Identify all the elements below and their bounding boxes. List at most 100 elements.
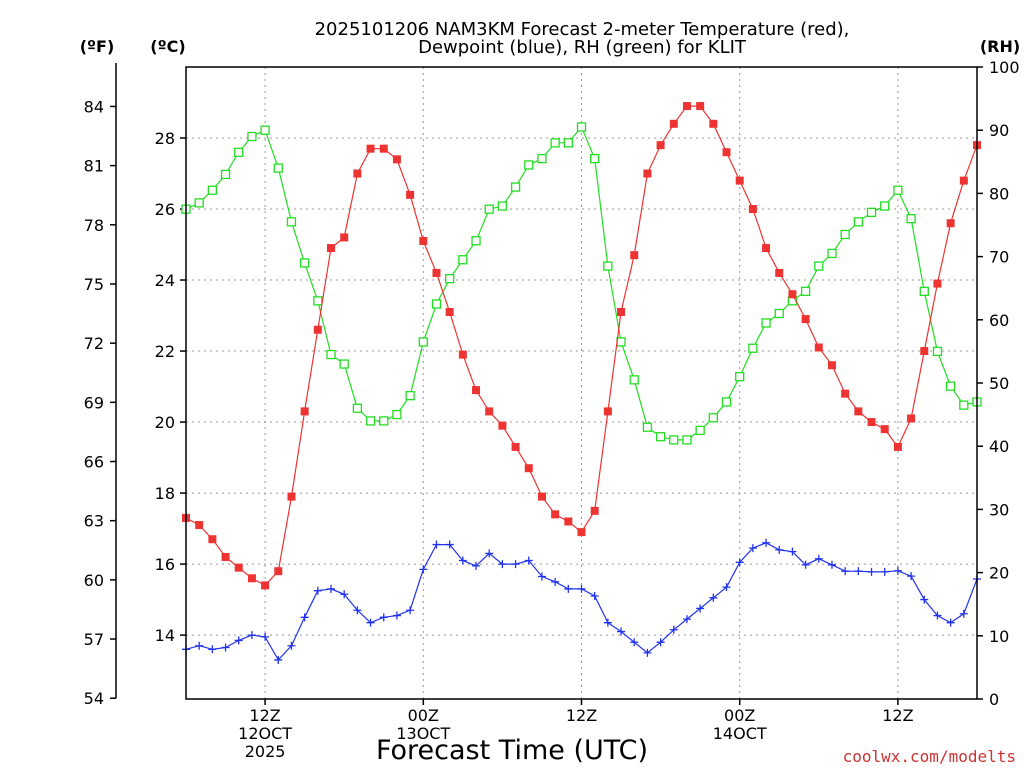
temperature-point: [893, 442, 902, 451]
chart-title-line-2: Dewpoint (blue), RH (green) for KLIT: [418, 37, 747, 58]
temperature-point: [682, 102, 691, 111]
dewpoint-point: [247, 631, 256, 640]
series-layer: [181, 102, 982, 664]
celsius-tick-label: 24: [155, 271, 175, 290]
dewpoint-series: [182, 538, 981, 664]
dewpoint-point: [498, 560, 507, 569]
dewpoint-point: [392, 611, 401, 620]
temperature-point: [511, 442, 520, 451]
rh-point: [260, 125, 270, 135]
dewpoint-point: [920, 595, 929, 604]
temperature-point: [300, 407, 309, 416]
rh-point: [774, 308, 784, 319]
dewpoint-point: [511, 560, 520, 569]
rh-point: [932, 346, 943, 357]
temperature-point: [327, 244, 336, 253]
dewpoint-point: [379, 613, 388, 622]
dewpoint-point: [274, 655, 283, 664]
temperature-point: [617, 307, 626, 316]
temperature-point: [603, 407, 612, 416]
temperature-line: [185, 105, 978, 587]
rh-point: [497, 201, 508, 211]
rh-tick-label: 50: [989, 374, 1009, 393]
temperature-point: [801, 315, 810, 324]
time-tick-label: 2025: [245, 742, 286, 761]
dewpoint-point: [577, 584, 586, 593]
rh-point: [418, 337, 428, 347]
dewpoint-point: [630, 638, 639, 647]
temperature-point: [880, 425, 889, 434]
x-axis-title: Forecast Time (UTC): [376, 735, 648, 766]
dewpoint-point: [854, 567, 863, 576]
dewpoint-point: [696, 604, 705, 613]
temperature-point: [432, 268, 441, 277]
temperature-point: [762, 244, 771, 253]
temperature-point: [867, 418, 876, 427]
dewpoint-point: [959, 609, 968, 618]
temperature-point: [274, 567, 283, 576]
temperature-point: [234, 563, 243, 572]
dewpoint-point: [643, 648, 652, 657]
rh-axis: 0 10 20 30 40 50 60 70 80 90 100: [977, 58, 1020, 709]
rh-point: [642, 422, 653, 432]
dewpoint-point: [603, 618, 612, 627]
dewpoint-point: [748, 544, 757, 553]
temperature-point: [907, 414, 916, 423]
rh-point: [484, 204, 494, 214]
rh-point: [853, 217, 863, 227]
rh-point: [365, 416, 376, 426]
temperature-point: [841, 389, 850, 398]
dewpoint-point: [682, 615, 691, 624]
rh-point: [313, 296, 323, 306]
temperature-point: [458, 350, 467, 359]
dewpoint-point: [775, 545, 784, 554]
temperature-point: [709, 119, 718, 128]
rh-point: [379, 416, 389, 426]
temperature-point: [208, 535, 217, 544]
celsius-tick-label: 14: [155, 626, 175, 645]
rh-tick-label: 40: [989, 437, 1009, 456]
rh-point: [286, 217, 297, 227]
rh-point: [405, 390, 415, 401]
rh-point: [761, 318, 771, 328]
fahrenheit-tick-label: 81: [84, 157, 104, 176]
rh-unit-label: (RH): [980, 37, 1020, 56]
temperature-point: [669, 119, 678, 128]
fahrenheit-tick-label: 69: [84, 393, 104, 412]
rh-point: [431, 299, 442, 309]
fahrenheit-tick-label: 57: [84, 630, 104, 649]
rh-point: [959, 400, 969, 410]
rh-point: [392, 409, 402, 420]
temperature-point: [485, 407, 494, 416]
temperature-point: [854, 407, 863, 416]
rh-point: [458, 255, 468, 265]
dewpoint-point: [709, 593, 718, 602]
temperature-point: [524, 464, 533, 473]
dewpoint-point: [353, 606, 362, 615]
rh-tick-label: 0: [989, 690, 999, 709]
dewpoint-point: [827, 560, 836, 569]
celsius-tick-label: 16: [155, 555, 175, 574]
fahrenheit-tick-label: 75: [84, 275, 104, 294]
rh-tick-label: 70: [989, 248, 1009, 267]
temperature-point: [313, 325, 322, 334]
rh-tick-label: 100: [989, 58, 1020, 77]
temperature-point: [959, 176, 968, 185]
dewpoint-point: [801, 560, 810, 569]
rh-point: [537, 153, 547, 164]
temperature-point: [392, 155, 401, 164]
rh-point: [708, 413, 718, 423]
time-tick-label: 00Z: [408, 706, 439, 725]
fahrenheit-tick-label: 60: [84, 571, 104, 590]
dewpoint-point: [814, 554, 823, 563]
rh-point: [247, 131, 257, 142]
rh-point: [510, 182, 521, 192]
fahrenheit-tick-label: 84: [84, 97, 104, 116]
rh-point: [445, 274, 455, 284]
dewpoint-point: [762, 538, 771, 547]
rh-series: [181, 122, 982, 445]
rh-point: [616, 337, 626, 347]
temperature-point: [775, 268, 784, 277]
dewpoint-point: [788, 547, 797, 556]
